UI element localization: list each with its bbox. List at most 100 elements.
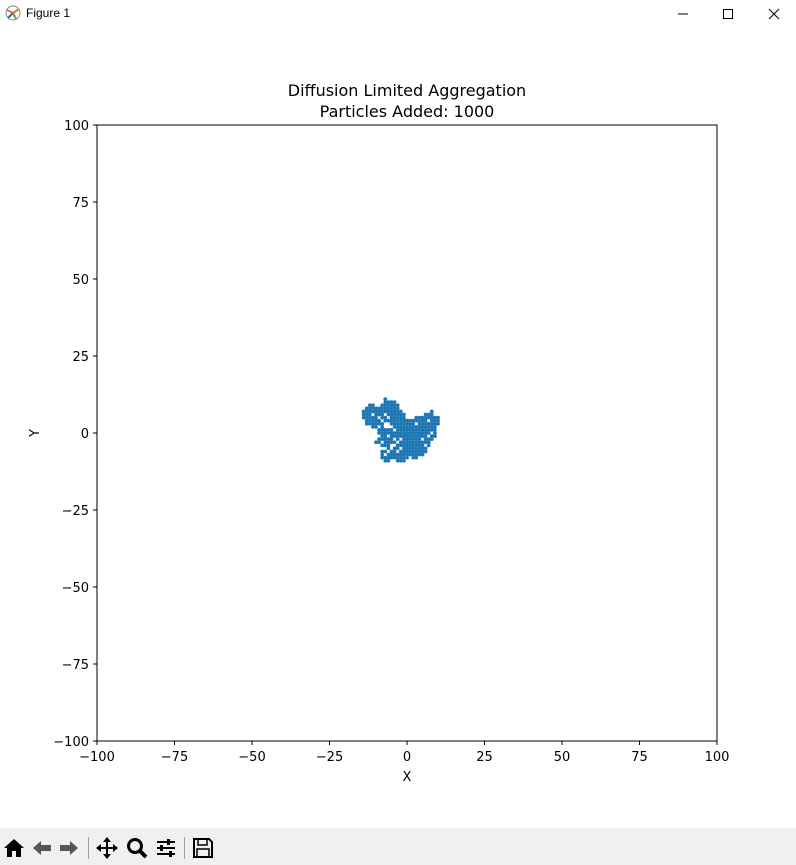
data-point bbox=[364, 412, 369, 417]
data-point bbox=[402, 443, 406, 448]
data-point bbox=[398, 440, 403, 445]
data-point bbox=[371, 421, 375, 426]
data-point bbox=[429, 415, 434, 420]
figure-canvas[interactable]: Diffusion Limited Aggregation Particles … bbox=[0, 28, 796, 828]
data-point bbox=[386, 431, 391, 435]
y-tick-label: −100 bbox=[53, 735, 89, 750]
zoom-button[interactable] bbox=[125, 836, 149, 860]
data-point bbox=[429, 437, 434, 442]
data-point bbox=[405, 421, 409, 426]
data-point bbox=[367, 406, 372, 411]
data-point bbox=[405, 449, 409, 454]
data-point bbox=[383, 434, 388, 438]
data-point bbox=[398, 424, 403, 429]
data-point bbox=[361, 415, 366, 420]
data-point bbox=[414, 428, 419, 432]
data-point bbox=[411, 428, 416, 432]
data-point bbox=[402, 437, 406, 442]
data-point bbox=[383, 409, 388, 414]
pan-button[interactable] bbox=[95, 836, 119, 860]
data-point bbox=[402, 446, 406, 451]
data-point bbox=[405, 452, 409, 457]
data-point bbox=[426, 421, 431, 426]
data-point bbox=[417, 446, 422, 451]
data-point bbox=[380, 455, 385, 460]
data-point bbox=[371, 415, 375, 420]
data-points bbox=[361, 397, 440, 463]
data-point bbox=[389, 403, 394, 408]
data-point bbox=[386, 452, 391, 457]
data-point bbox=[392, 449, 397, 454]
data-point bbox=[395, 452, 400, 457]
data-point bbox=[408, 421, 412, 426]
data-point bbox=[374, 412, 378, 417]
data-point bbox=[383, 440, 388, 445]
data-point bbox=[395, 455, 400, 460]
data-point bbox=[402, 415, 406, 420]
data-point bbox=[433, 415, 437, 420]
data-point bbox=[380, 412, 385, 417]
data-point bbox=[374, 424, 378, 429]
data-point bbox=[386, 428, 391, 432]
data-point bbox=[386, 458, 391, 463]
data-point bbox=[420, 424, 425, 429]
matplotlib-app-icon bbox=[5, 5, 21, 21]
data-point bbox=[395, 443, 400, 448]
data-point bbox=[414, 446, 419, 451]
configure-subplots-button[interactable] bbox=[154, 836, 178, 860]
data-point bbox=[436, 418, 440, 423]
data-point bbox=[395, 418, 400, 423]
home-button[interactable] bbox=[2, 836, 26, 860]
data-point bbox=[392, 403, 397, 408]
data-point bbox=[423, 428, 428, 432]
window-title: Figure 1 bbox=[26, 6, 71, 20]
data-point bbox=[380, 421, 385, 426]
data-point bbox=[433, 434, 437, 438]
maximize-button[interactable] bbox=[705, 0, 751, 28]
data-point bbox=[405, 428, 409, 432]
y-tick-label: 100 bbox=[64, 119, 89, 134]
data-point bbox=[402, 428, 406, 432]
data-point bbox=[414, 415, 419, 420]
close-button[interactable] bbox=[751, 0, 796, 28]
data-point bbox=[392, 424, 397, 429]
data-point bbox=[380, 406, 385, 411]
data-point bbox=[389, 418, 394, 423]
forward-button[interactable] bbox=[57, 836, 81, 860]
data-point bbox=[383, 458, 388, 463]
data-point bbox=[383, 406, 388, 411]
scatter-plot: Diffusion Limited Aggregation Particles … bbox=[28, 81, 729, 785]
data-point bbox=[380, 437, 385, 442]
data-point bbox=[411, 440, 416, 445]
data-point bbox=[367, 421, 372, 426]
data-point bbox=[411, 449, 416, 454]
data-point bbox=[395, 446, 400, 451]
save-button[interactable] bbox=[191, 836, 215, 860]
data-point bbox=[377, 437, 381, 442]
data-point bbox=[414, 434, 419, 438]
data-point bbox=[414, 418, 419, 423]
data-point bbox=[423, 421, 428, 426]
data-point bbox=[389, 400, 394, 405]
data-point bbox=[395, 415, 400, 420]
data-point bbox=[389, 437, 394, 442]
data-point bbox=[383, 418, 388, 423]
data-point bbox=[377, 440, 381, 445]
data-point bbox=[411, 421, 416, 426]
data-point bbox=[364, 421, 369, 426]
minimize-button[interactable] bbox=[660, 0, 706, 28]
data-point bbox=[408, 446, 412, 451]
data-point bbox=[402, 424, 406, 429]
back-button[interactable] bbox=[30, 836, 54, 860]
data-point bbox=[408, 449, 412, 454]
data-point bbox=[405, 431, 409, 435]
data-point bbox=[423, 449, 428, 454]
data-point bbox=[398, 443, 403, 448]
maximize-icon bbox=[723, 9, 733, 19]
data-point bbox=[426, 443, 431, 448]
data-point bbox=[389, 409, 394, 414]
pan-icon bbox=[96, 837, 118, 859]
data-point bbox=[411, 424, 416, 429]
data-point bbox=[402, 452, 406, 457]
y-axis-ticks: −100 −75 −50 −25 0 25 50 75 100 bbox=[53, 119, 97, 750]
